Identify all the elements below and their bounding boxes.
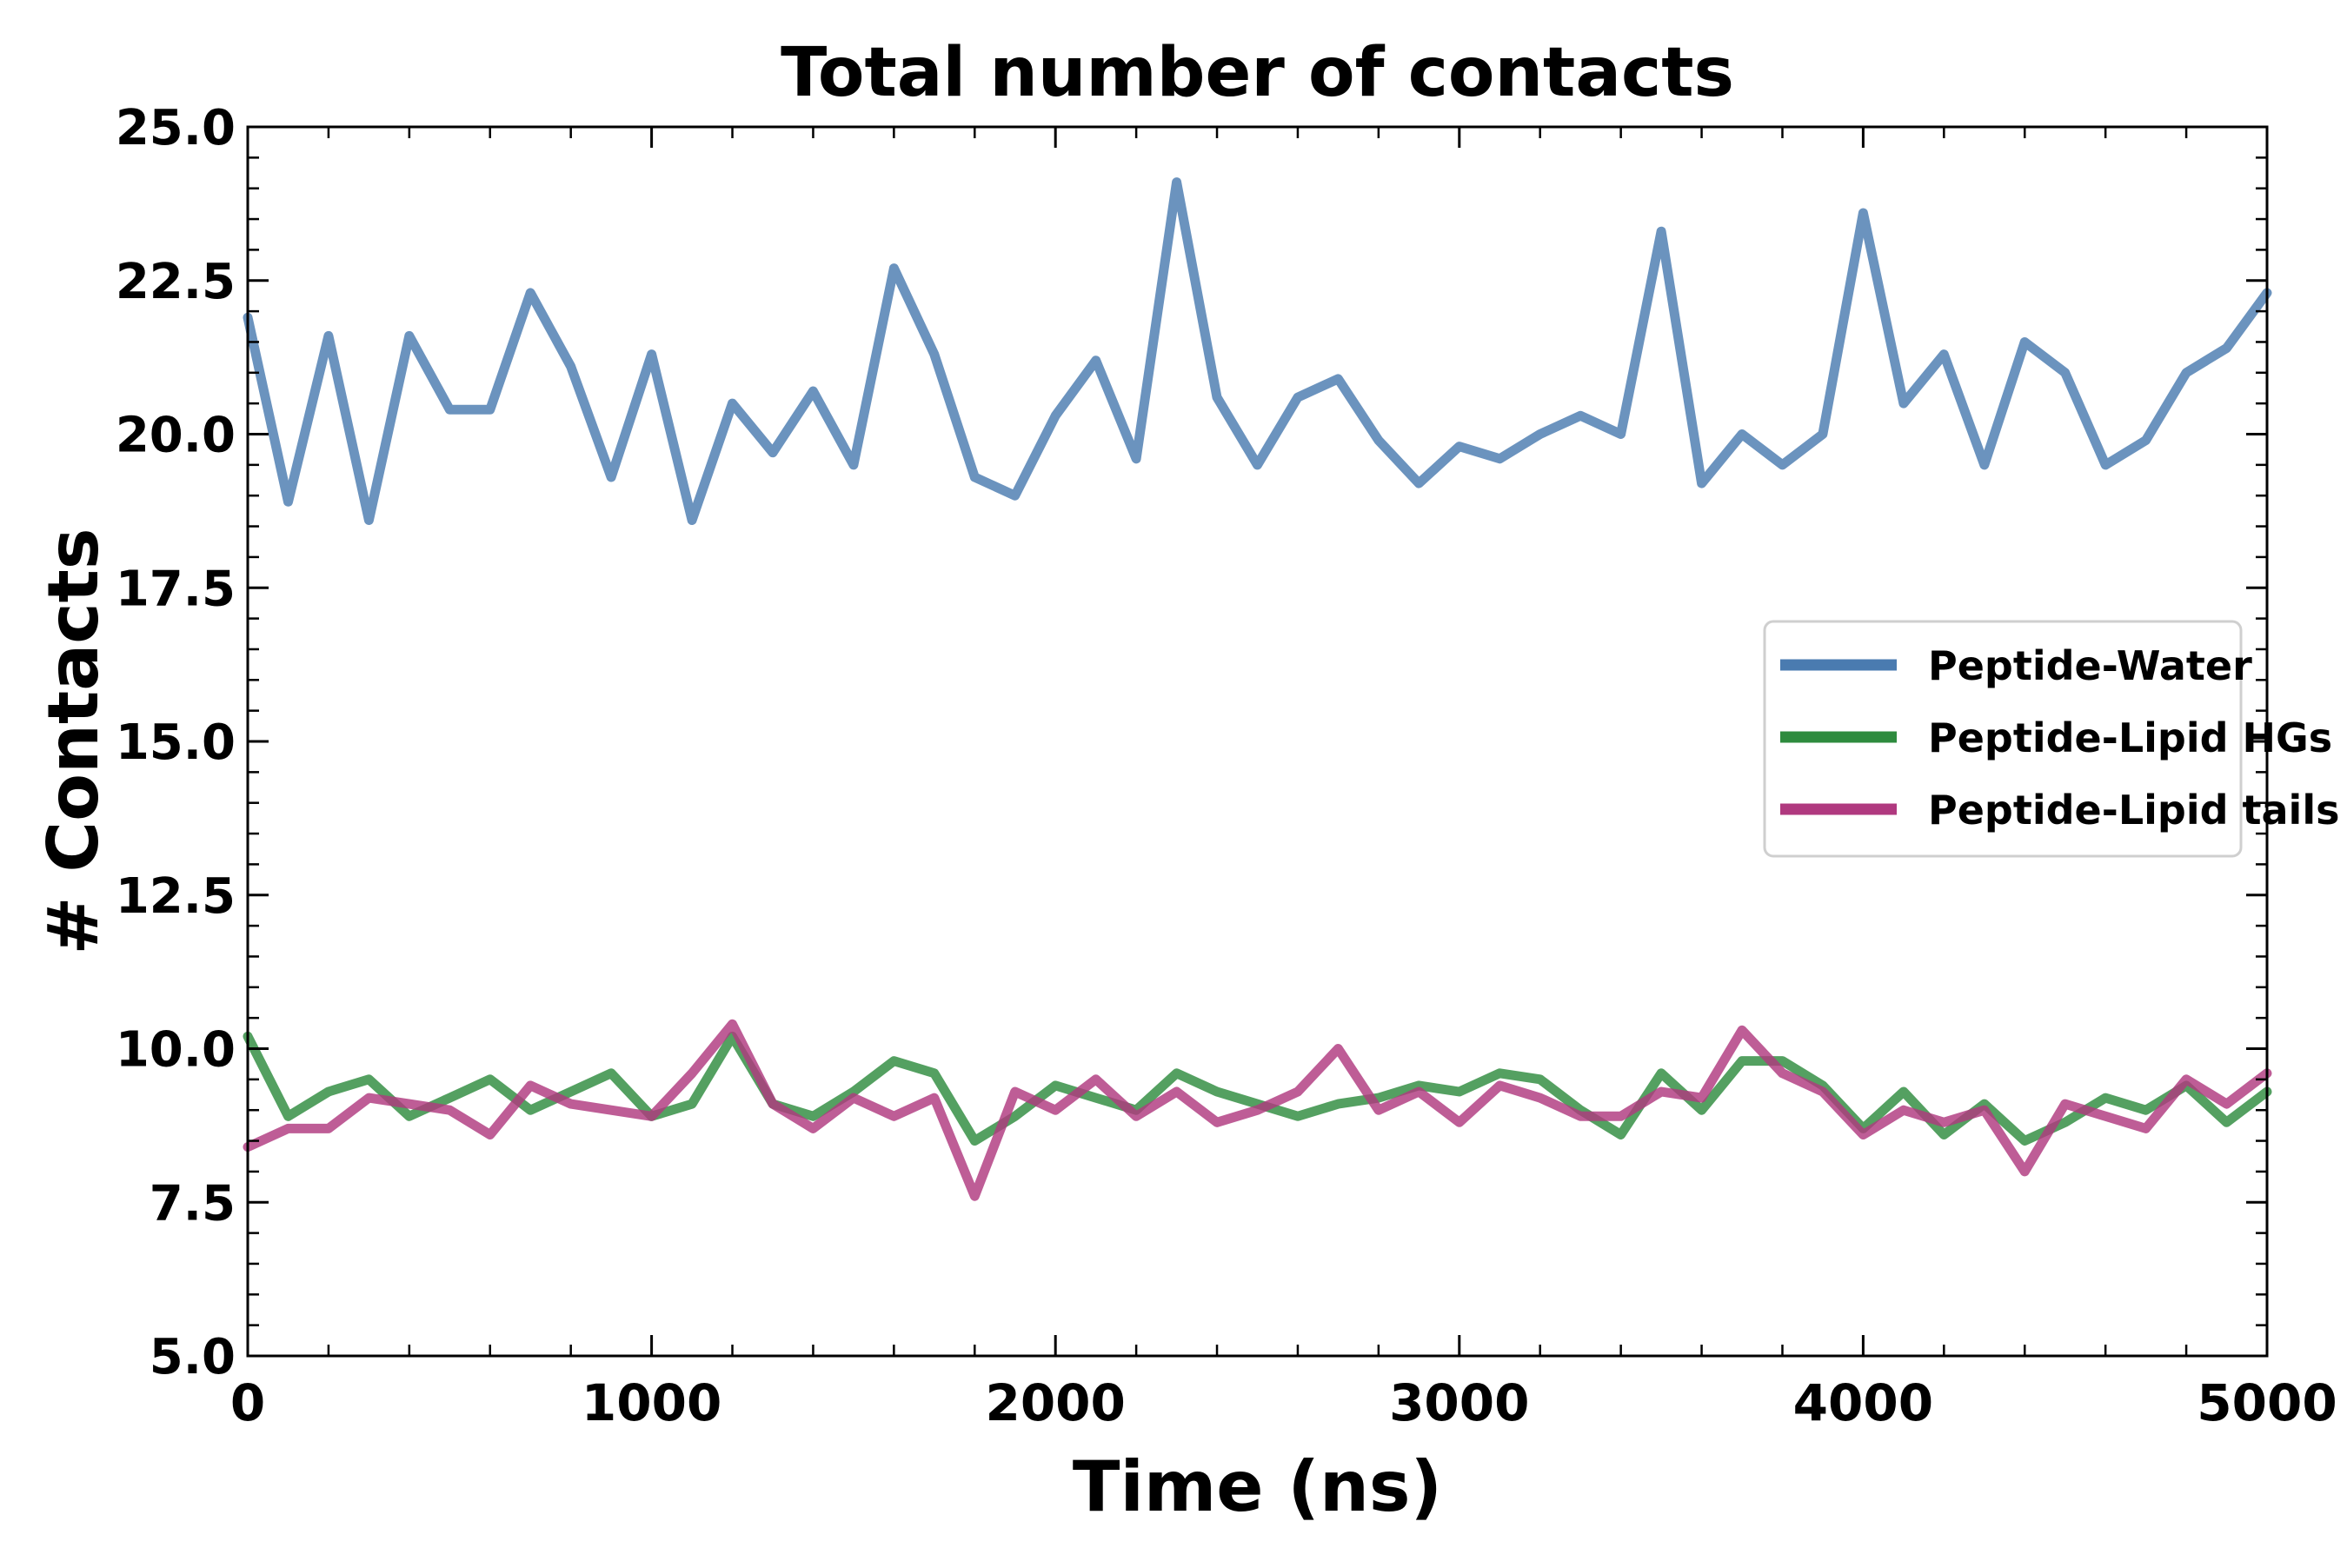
legend-label-1: Peptide-Lipid HGs — [1928, 714, 2332, 761]
y-tick-label: 10.0 — [116, 1022, 236, 1079]
legend-box — [1763, 620, 2243, 858]
y-tick-label: 17.5 — [116, 561, 236, 617]
y-tick-label: 5.0 — [150, 1329, 236, 1385]
x-tick-label: 2000 — [985, 1373, 1125, 1432]
y-tick-label: 25.0 — [116, 100, 236, 156]
legend-label-0: Peptide-Water — [1928, 642, 2252, 689]
series-line-2 — [243, 1019, 2272, 1201]
y-tick-label: 12.5 — [116, 868, 236, 925]
y-tick-label: 20.0 — [116, 408, 236, 464]
y-tick-label: 15.0 — [116, 714, 236, 771]
y-axis-label: # Contacts — [33, 528, 114, 954]
labels-layer: 0 1000 2000 3000 4000 5000 5.0 7.5 10.0 12.5 15.0 1… — [33, 34, 2337, 1527]
series-line-0 — [243, 177, 2272, 525]
series-line-1 — [243, 1031, 2272, 1146]
x-tick-label: 0 — [230, 1373, 265, 1432]
legend-label-2: Peptide-Lipid tails — [1928, 787, 2339, 834]
legend-layer: Peptide-Water Peptide-Lipid HGs Peptide-Li… — [1763, 620, 2339, 858]
y-tick-label: 22.5 — [116, 254, 236, 310]
x-tick-label: 1000 — [582, 1373, 721, 1432]
y-tick-label: 7.5 — [150, 1175, 236, 1232]
axes-layer — [246, 125, 2269, 1358]
chart-title: Total number of contacts — [781, 34, 1734, 112]
x-axis-label: Time (ns) — [1073, 1446, 1442, 1527]
x-tick-label: 4000 — [1793, 1373, 1933, 1432]
x-tick-label: 3000 — [1389, 1373, 1529, 1432]
x-tick-label: 5000 — [2197, 1373, 2337, 1432]
series-layer — [243, 177, 2272, 1201]
